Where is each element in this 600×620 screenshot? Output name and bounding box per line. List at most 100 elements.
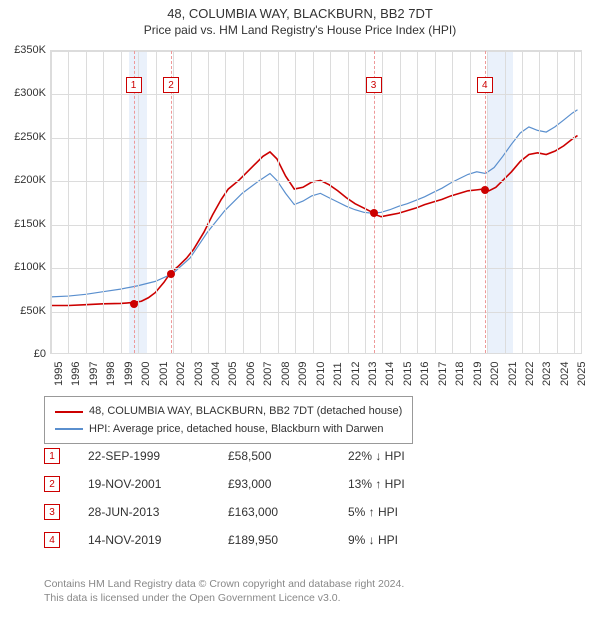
y-tick-label: £250K bbox=[10, 131, 46, 143]
y-tick-label: £150K bbox=[10, 218, 46, 230]
x-tick-label: 2004 bbox=[210, 362, 214, 386]
x-tick-label: 2008 bbox=[280, 362, 284, 386]
x-tick-label: 2024 bbox=[559, 362, 563, 386]
sale-row-date: 14-NOV-2019 bbox=[88, 533, 228, 547]
gridline bbox=[470, 51, 471, 353]
gridline bbox=[191, 51, 192, 353]
sale-marker-line bbox=[374, 51, 375, 353]
sale-row-price: £58,500 bbox=[228, 449, 348, 463]
y-tick-label: £350K bbox=[10, 44, 46, 56]
x-tick-label: 2013 bbox=[367, 362, 371, 386]
x-tick-label: 2021 bbox=[507, 362, 511, 386]
legend-row-hpi: HPI: Average price, detached house, Blac… bbox=[55, 421, 402, 439]
sale-row: 2 19-NOV-2001£93,00013% ↑ HPI bbox=[44, 470, 458, 498]
x-tick-label: 2018 bbox=[454, 362, 458, 386]
gridline bbox=[121, 51, 122, 353]
x-tick-label: 2000 bbox=[140, 362, 144, 386]
sale-row-num: 2 bbox=[44, 476, 60, 492]
sale-row-date: 19-NOV-2001 bbox=[88, 477, 228, 491]
legend-swatch-price-paid bbox=[55, 411, 83, 413]
sale-row-delta: 13% ↑ HPI bbox=[348, 477, 458, 491]
chart-area: £0£50K£100K£150K£200K£250K£300K£350K 123… bbox=[10, 50, 590, 390]
x-tick-label: 1996 bbox=[70, 362, 74, 386]
x-tick-label: 2017 bbox=[437, 362, 441, 386]
x-tick-label: 2005 bbox=[227, 362, 231, 386]
sale-row-delta: 9% ↓ HPI bbox=[348, 533, 458, 547]
y-tick-label: £0 bbox=[10, 348, 46, 360]
sale-row-num: 1 bbox=[44, 448, 60, 464]
x-tick-label: 2012 bbox=[350, 362, 354, 386]
gridline bbox=[452, 51, 453, 353]
gridline bbox=[86, 51, 87, 353]
x-tick-label: 2020 bbox=[489, 362, 493, 386]
sale-marker-label: 4 bbox=[477, 77, 493, 93]
gridline bbox=[51, 312, 581, 313]
y-tick-label: £200K bbox=[10, 174, 46, 186]
gridline bbox=[313, 51, 314, 353]
gridline bbox=[382, 51, 383, 353]
x-tick-label: 2006 bbox=[245, 362, 249, 386]
sale-row-delta: 5% ↑ HPI bbox=[348, 505, 458, 519]
gridline bbox=[557, 51, 558, 353]
chart-container: 48, COLUMBIA WAY, BLACKBURN, BB2 7DT Pri… bbox=[0, 0, 600, 620]
footer-attribution: Contains HM Land Registry data © Crown c… bbox=[44, 577, 404, 606]
sale-marker-label: 2 bbox=[163, 77, 179, 93]
gridline bbox=[51, 94, 581, 95]
line-series-svg bbox=[51, 51, 581, 353]
gridline bbox=[156, 51, 157, 353]
gridline bbox=[574, 51, 575, 353]
legend: 48, COLUMBIA WAY, BLACKBURN, BB2 7DT (de… bbox=[44, 396, 413, 444]
gridline bbox=[348, 51, 349, 353]
gridline bbox=[278, 51, 279, 353]
sale-marker-point bbox=[167, 270, 175, 278]
gridline bbox=[208, 51, 209, 353]
sales-table: 1 22-SEP-1999£58,50022% ↓ HPI 2 19-NOV-2001… bbox=[44, 442, 458, 554]
sale-marker-line bbox=[171, 51, 172, 353]
legend-label-price-paid: 48, COLUMBIA WAY, BLACKBURN, BB2 7DT (de… bbox=[89, 403, 402, 421]
gridline bbox=[435, 51, 436, 353]
gridline bbox=[138, 51, 139, 353]
gridline bbox=[243, 51, 244, 353]
sale-marker-label: 3 bbox=[366, 77, 382, 93]
x-tick-label: 2015 bbox=[402, 362, 406, 386]
sale-marker-point bbox=[481, 186, 489, 194]
sale-row-num: 4 bbox=[44, 532, 60, 548]
legend-swatch-hpi bbox=[55, 428, 83, 430]
sale-row-num: 3 bbox=[44, 504, 60, 520]
legend-label-hpi: HPI: Average price, detached house, Blac… bbox=[89, 421, 384, 439]
x-tick-label: 2010 bbox=[315, 362, 319, 386]
x-tick-label: 2002 bbox=[175, 362, 179, 386]
x-tick-label: 2025 bbox=[576, 362, 580, 386]
sale-row: 414-NOV-2019£189,9509% ↓ HPI bbox=[44, 526, 458, 554]
gridline bbox=[51, 51, 52, 353]
plot-region: 1 2 3 4 bbox=[50, 50, 582, 354]
gridline bbox=[225, 51, 226, 353]
x-tick-label: 2023 bbox=[541, 362, 545, 386]
sale-marker-line bbox=[485, 51, 486, 353]
gridline bbox=[51, 181, 581, 182]
sale-row: 1 22-SEP-1999£58,50022% ↓ HPI bbox=[44, 442, 458, 470]
gridline bbox=[487, 51, 488, 353]
gridline bbox=[539, 51, 540, 353]
x-tick-label: 1997 bbox=[88, 362, 92, 386]
sale-row-date: 22-SEP-1999 bbox=[88, 449, 228, 463]
chart-title: 48, COLUMBIA WAY, BLACKBURN, BB2 7DT bbox=[0, 0, 600, 21]
sale-marker-label: 1 bbox=[126, 77, 142, 93]
gridline bbox=[103, 51, 104, 353]
y-tick-label: £100K bbox=[10, 261, 46, 273]
gridline bbox=[51, 225, 581, 226]
gridline bbox=[400, 51, 401, 353]
x-tick-label: 2019 bbox=[472, 362, 476, 386]
sale-row-price: £93,000 bbox=[228, 477, 348, 491]
legend-row-price-paid: 48, COLUMBIA WAY, BLACKBURN, BB2 7DT (de… bbox=[55, 403, 402, 421]
gridline bbox=[173, 51, 174, 353]
gridline bbox=[295, 51, 296, 353]
x-tick-label: 2016 bbox=[419, 362, 423, 386]
gridline bbox=[260, 51, 261, 353]
x-tick-label: 1999 bbox=[123, 362, 127, 386]
sale-row: 328-JUN-2013£163,0005% ↑ HPI bbox=[44, 498, 458, 526]
sale-row-delta: 22% ↓ HPI bbox=[348, 449, 458, 463]
sale-row-date: 28-JUN-2013 bbox=[88, 505, 228, 519]
gridline bbox=[522, 51, 523, 353]
chart-subtitle: Price paid vs. HM Land Registry's House … bbox=[0, 21, 600, 41]
